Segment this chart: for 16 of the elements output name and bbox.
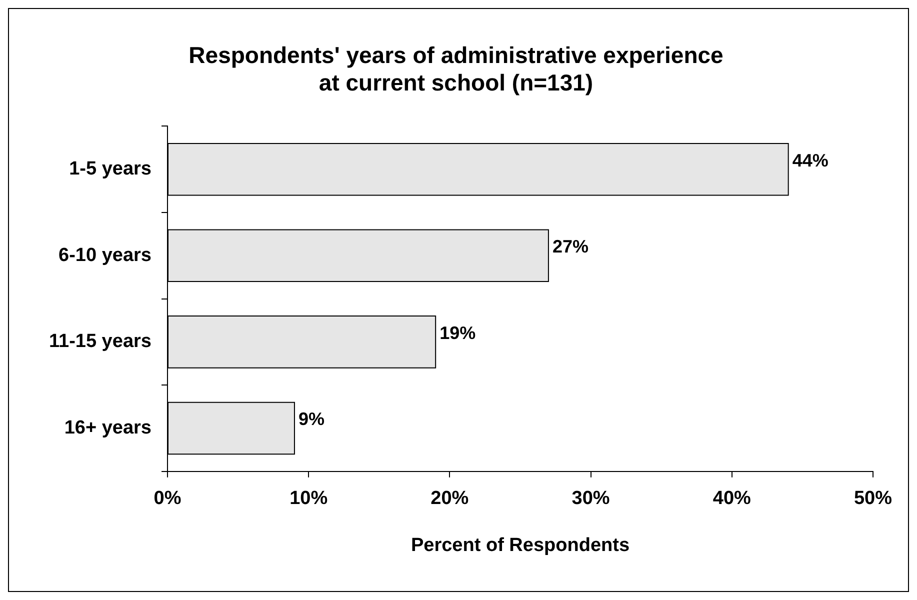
y-tick-label: 11-15 years	[48, 331, 152, 352]
data-label: 27%	[552, 236, 588, 257]
x-tick-label: 20%	[430, 488, 469, 510]
x-tick-label: 50%	[854, 488, 892, 510]
y-tick-label: 6-10 years	[58, 244, 152, 266]
y-tick-label: 16+ years	[64, 417, 152, 438]
x-tick-label: 0%	[154, 488, 182, 510]
x-tick-label: 30%	[572, 488, 610, 510]
x-tick-label: 10%	[290, 488, 328, 510]
data-label: 44%	[792, 150, 828, 170]
x-axis-title: Percent of Respondents	[410, 534, 630, 556]
x-tick-label: 40%	[712, 488, 752, 510]
data-label: 19%	[440, 322, 476, 343]
y-tick-label: 1-5 years	[69, 158, 152, 180]
data-label: 9%	[298, 409, 324, 430]
chart-title: Respondents' years of administrative experience at current school (n=131)	[188, 42, 724, 96]
